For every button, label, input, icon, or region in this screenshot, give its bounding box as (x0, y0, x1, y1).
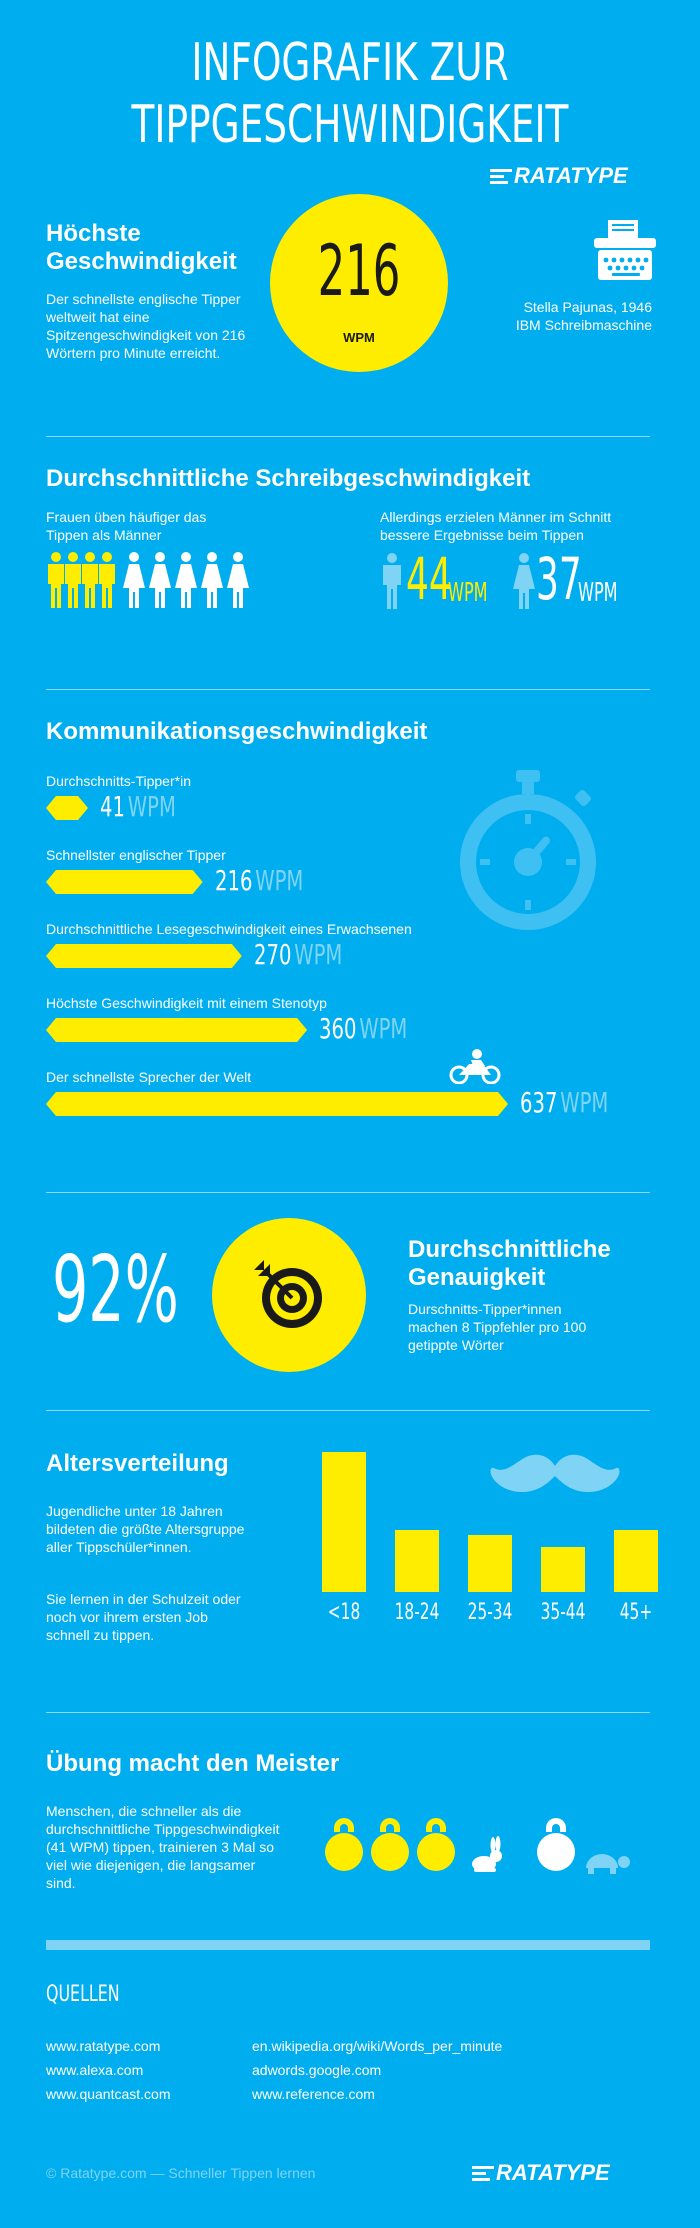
age-label: 35-44 (540, 1600, 586, 1625)
comm-item-value: 270 WPM (254, 938, 342, 971)
accuracy-heading: Durchschnittliche Genauigkeit (408, 1236, 611, 1291)
comm-item-label: Schnellster englischer Tipper (46, 847, 226, 863)
comm-item-number: 41 (100, 790, 125, 823)
comm-item-number: 360 (319, 1012, 357, 1045)
male-stat-icon (380, 553, 404, 614)
footer-logo[interactable]: RATATYPE (472, 2160, 610, 2186)
top-speed-circle (270, 194, 448, 372)
sources-heading: QUELLEN (46, 1982, 120, 2007)
comm-item-unit: WPM (127, 790, 176, 823)
top-speed-attribution: Stella Pajunas, 1946 IBM Schreibmaschine (515, 299, 652, 333)
comm-item-value: 216 WPM (215, 864, 303, 897)
stopwatch-icon (448, 770, 608, 935)
comm-item-number: 216 (214, 864, 253, 897)
sources-right-list: en.wikipedia.org/wiki/Words_per_minute a… (252, 2034, 502, 2106)
comm-item-unit: WPM (254, 864, 303, 897)
comm-item-label: Der schnellste Sprecher der Welt (46, 1069, 252, 1085)
motorcycle-icon (449, 1048, 501, 1089)
age-bar (541, 1547, 585, 1592)
logo-speed-lines-icon (490, 168, 512, 184)
comm-item-unit: WPM (359, 1012, 408, 1045)
source-link[interactable]: adwords.google.com (252, 2062, 382, 2078)
comm-item-bar (46, 870, 203, 894)
comm-item-bar (46, 796, 88, 820)
male-figure-icon (97, 552, 117, 613)
female-figure-icon (200, 552, 224, 613)
age-bar (614, 1530, 658, 1592)
comm-item-value: 41WPM (100, 790, 176, 823)
age-text-2: Sie lernen in der Schulzeit oder noch vo… (46, 1591, 241, 1643)
age-bar (395, 1530, 439, 1592)
practice-text: Menschen, die schneller als die durchsch… (46, 1803, 280, 1891)
female-figure-icon (174, 552, 198, 613)
female-figure-icon (226, 552, 250, 613)
comm-item-unit: WPM (560, 1086, 609, 1119)
male-figure-icon (46, 552, 66, 613)
section-divider (46, 1192, 650, 1193)
accuracy-percent: 92% (52, 1236, 179, 1343)
female-figure-icon (148, 552, 172, 613)
sources-left-list: www.ratatype.com www.alexa.com www.quant… (46, 2034, 171, 2106)
top-speed-unit: WPM (343, 330, 375, 345)
practice-heading: Übung macht den Meister (46, 1750, 340, 1777)
male-wpm-unit: WPM (448, 578, 488, 608)
section-divider (46, 1712, 650, 1713)
comm-item-value: 637WPM (520, 1086, 608, 1119)
men-text: Allerdings erzielen Männer im Schnitt be… (380, 509, 612, 543)
age-label: <18 (327, 1600, 361, 1625)
turtle-icon (586, 1854, 630, 1874)
age-label: 45+ (619, 1600, 653, 1625)
typewriter-icon (590, 216, 660, 291)
section-separator-bar (46, 1940, 650, 1950)
top-speed-text: Der schnellste englische Tipper weltweit… (46, 291, 246, 361)
source-link[interactable]: www.ratatype.com (46, 2038, 161, 2054)
section-divider (46, 1410, 650, 1411)
comm-item-unit: WPM (294, 938, 343, 971)
title-line-2: TIPPGESCHWINDIGKEIT (131, 95, 569, 155)
female-figure-icon (122, 552, 146, 613)
female-stat-icon (512, 553, 536, 614)
male-wpm-value: 44 (406, 545, 452, 613)
male-figure-icon (80, 552, 100, 613)
comm-item-value: 360 WPM (319, 1012, 407, 1045)
accuracy-text: Durschnitts-Tipper*innen machen 8 Tippfe… (408, 1301, 587, 1353)
age-bar (322, 1452, 366, 1592)
women-text: Frauen üben häufiger das Tippen als Männ… (46, 509, 207, 543)
infographic-title: INFOGRAFIK ZUR TIPPGESCHWINDIGKEIT (98, 32, 602, 156)
source-link[interactable]: www.reference.com (252, 2086, 375, 2102)
comm-item-label: Durchschnittliche Lesegeschwindigkeit ei… (46, 921, 412, 937)
communication-heading: Kommunikationsgeschwindigkeit (46, 718, 428, 745)
comm-item-bar (46, 944, 242, 968)
mustache-icon (490, 1450, 620, 1507)
age-label: 25-34 (467, 1600, 513, 1625)
comm-item-bar (46, 1018, 307, 1042)
title-line-1: INFOGRAFIK ZUR (191, 33, 509, 93)
comm-item-number: 637 (520, 1086, 558, 1119)
source-link[interactable]: www.quantcast.com (46, 2086, 171, 2102)
age-label: 18-24 (394, 1600, 440, 1625)
female-wpm-unit: WPM (578, 578, 618, 608)
section-divider (46, 436, 650, 437)
male-figure-icon (63, 552, 83, 613)
age-bar (468, 1534, 512, 1592)
female-wpm-value: 37 (536, 545, 582, 613)
source-link[interactable]: en.wikipedia.org/wiki/Words_per_minute (252, 2038, 503, 2054)
top-speed-heading: Höchste Geschwindigkeit (46, 220, 237, 275)
ratatype-logo[interactable]: RATATYPE (490, 163, 628, 189)
comm-item-number: 270 (253, 938, 292, 971)
source-link[interactable]: www.alexa.com (46, 2062, 144, 2078)
average-typing-heading: Durchschnittliche Schreibgeschwindigkeit (46, 465, 531, 492)
top-speed-value: 216 (317, 230, 401, 312)
target-icon (250, 1256, 330, 1341)
kettlebells-icon (324, 1810, 644, 1885)
age-text-1: Jugendliche unter 18 Jahren bildeten die… (46, 1503, 245, 1555)
comm-item-label: Durchschnitts-Tipper*in (46, 773, 191, 789)
footer-copyright: © Ratatype.com — Schneller Tippen lernen (46, 2165, 316, 2181)
comm-item-bar (46, 1092, 508, 1116)
comm-item-label: Höchste Geschwindigkeit mit einem Stenot… (46, 995, 327, 1011)
logo-speed-lines-icon (472, 2165, 494, 2181)
age-heading: Altersverteilung (46, 1450, 229, 1477)
section-divider (46, 689, 650, 690)
rabbit-icon (472, 1836, 502, 1872)
